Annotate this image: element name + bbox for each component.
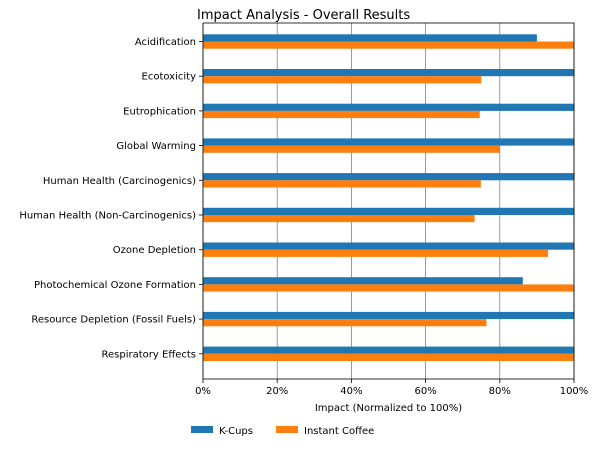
- bar-instant-coffee: [203, 249, 549, 257]
- bar-k-cups: [203, 34, 537, 42]
- x-tick-label: 60%: [414, 386, 436, 397]
- y-tick-label: Resource Depletion (Fossil Fuels): [31, 315, 196, 326]
- y-axis-ticks: Acidification Ecotoxicity Eutrophication Gl…: [19, 37, 203, 360]
- bar-instant-coffee: [203, 284, 574, 292]
- y-tick-label: Human Health (Carcinogenics): [43, 176, 196, 187]
- bar-k-cups: [203, 277, 523, 285]
- bars: [203, 34, 574, 361]
- bar-k-cups: [203, 346, 574, 354]
- y-tick-label: Global Warming: [116, 141, 196, 152]
- legend-label: Instant Coffee: [304, 426, 374, 437]
- x-axis-label: Impact (Normalized to 100%): [315, 403, 462, 414]
- y-tick-label: Respiratory Effects: [102, 349, 196, 360]
- y-tick-label: Photochemical Ozone Formation: [34, 280, 196, 291]
- bar-k-cups: [203, 138, 574, 146]
- bar-instant-coffee: [203, 76, 482, 84]
- bar-k-cups: [203, 242, 574, 250]
- bar-k-cups: [203, 103, 574, 111]
- legend: K-Cups Instant Coffee: [191, 426, 374, 437]
- plot-frame: [202, 22, 575, 380]
- y-tick-label: Ecotoxicity: [142, 72, 197, 83]
- x-tick-label: 80%: [489, 386, 511, 397]
- bar-instant-coffee: [203, 110, 480, 119]
- bar-instant-coffee: [203, 319, 487, 327]
- bar-instant-coffee: [203, 215, 475, 223]
- x-axis-ticks: 0% 20% 40% 60% 80% 100%: [195, 379, 588, 397]
- y-tick-label: Acidification: [135, 37, 196, 48]
- legend-label: K-Cups: [219, 426, 253, 437]
- bar-k-cups: [203, 207, 574, 215]
- x-tick-label: 100%: [560, 386, 589, 397]
- x-tick-label: 40%: [340, 386, 362, 397]
- y-tick-label: Human Health (Non-Carcinogenics): [19, 211, 196, 222]
- chart-title: Impact Analysis - Overall Results: [197, 8, 410, 23]
- y-tick-label: Ozone Depletion: [113, 245, 196, 256]
- bar-k-cups: [203, 311, 574, 320]
- legend-swatch: [191, 426, 213, 433]
- x-tick-label: 20%: [266, 386, 288, 397]
- bar-k-cups: [203, 173, 574, 181]
- bar-instant-coffee: [203, 145, 500, 153]
- bar-instant-coffee: [203, 353, 574, 361]
- bar-instant-coffee: [203, 41, 574, 49]
- y-tick-label: Eutrophication: [123, 106, 196, 117]
- x-tick-label: 0%: [195, 386, 211, 397]
- legend-swatch: [276, 426, 298, 433]
- bar-k-cups: [203, 69, 574, 77]
- bar-instant-coffee: [203, 180, 481, 188]
